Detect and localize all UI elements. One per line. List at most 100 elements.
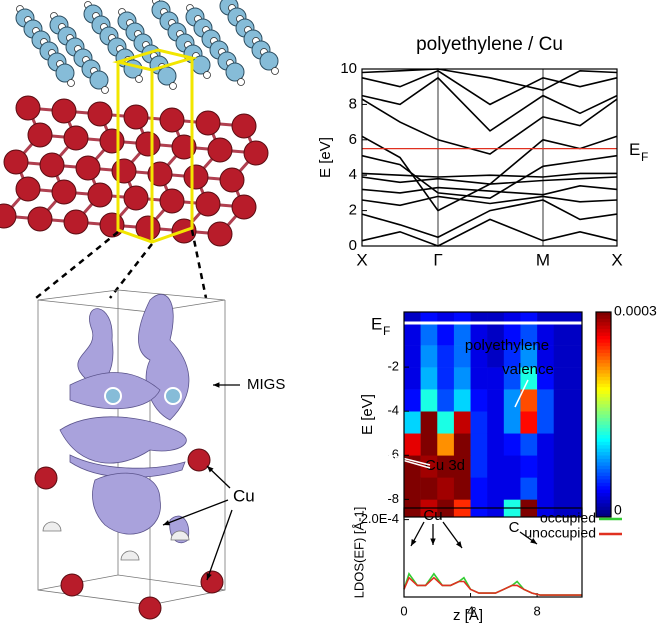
cu-atom: [231, 194, 257, 220]
heatmap-cell: [553, 411, 583, 434]
arrow-head: [163, 520, 170, 526]
heatmap-cell: [553, 367, 583, 390]
migs-isosurface: [59, 416, 187, 464]
heatmap-cell: [404, 389, 421, 412]
heatmap-cell: [404, 455, 421, 478]
heatmap-cell: [537, 312, 555, 324]
colorbar-step: [596, 510, 611, 514]
x-tick-label: X: [356, 250, 367, 269]
heatmap-cell: [553, 323, 583, 346]
heatmap-cell: [537, 411, 555, 434]
cu-atom: [63, 125, 89, 151]
heatmap-cell: [437, 477, 455, 500]
heatmap-cell: [453, 323, 471, 346]
projection-line: [109, 243, 153, 299]
heatmap-cell: [437, 389, 455, 412]
y-tick-label: -6: [387, 447, 399, 462]
h-atom: [135, 75, 143, 83]
series-line: [361, 98, 618, 155]
series-line: [361, 172, 617, 178]
colorbar-step: [596, 387, 611, 391]
heatmap-cell: [487, 367, 505, 390]
migs-label: MIGS: [247, 376, 285, 393]
cu-atom: [187, 448, 211, 472]
heatmap-cell: [453, 367, 471, 390]
heatmap-cell: [487, 345, 505, 368]
colorbar-step: [596, 397, 611, 402]
colorbar-step: [596, 400, 611, 405]
series-line: [361, 184, 618, 196]
colorbar-step: [596, 493, 611, 497]
migs-isosurface: [92, 472, 161, 535]
cu-atom: [138, 596, 162, 620]
chart-title: polyethylene / Cu: [416, 34, 563, 55]
y-axis-label: E [eV]: [359, 394, 376, 435]
heatmap-cell: [453, 455, 471, 478]
series-line: [361, 195, 618, 207]
cu-atom: [0, 203, 17, 229]
h-atom: [101, 86, 109, 94]
heatmap-cell: [470, 312, 488, 324]
heatmap-cell: [553, 389, 583, 412]
heatmap-cell: [537, 323, 555, 346]
migs-isosurface: [77, 308, 114, 384]
cu-atom: [207, 221, 233, 247]
colorbar-step: [596, 335, 611, 340]
y-tick-label: 6: [349, 131, 357, 148]
heatmap-cell: [537, 477, 555, 500]
cu-atom: [147, 161, 173, 187]
heatmap-cell: [470, 389, 488, 412]
heatmap-cell: [520, 312, 538, 324]
projection-line: [190, 229, 208, 299]
colorbar-step: [596, 489, 611, 494]
heatmap-cell: [437, 345, 455, 368]
x-tick-label: 0: [400, 603, 407, 618]
cu-atom: [51, 179, 77, 205]
heatmap-cell: [420, 455, 438, 478]
cu-atom: [3, 149, 29, 175]
heatmap-cell: [404, 323, 421, 346]
c-atom: [89, 70, 109, 90]
cu-atom: [123, 104, 149, 130]
heatmap-cell: [470, 411, 488, 434]
series-line: [361, 68, 618, 92]
cu-cap: [170, 530, 190, 541]
structure-illustration: [0, 0, 538, 620]
colorbar-step: [596, 376, 611, 381]
annotation: Cu: [423, 507, 442, 524]
heatmap-cell: [404, 367, 421, 390]
heatmap-cell: [437, 312, 455, 324]
heatmap-cell: [470, 477, 488, 500]
heatmap-cell: [520, 345, 538, 368]
heatmap-cell: [487, 433, 505, 456]
colorbar-step: [596, 404, 611, 409]
c-atom: [259, 51, 279, 71]
annotation: valence: [502, 361, 554, 378]
series-line: [361, 218, 618, 247]
colorbar-step: [596, 342, 611, 347]
arrow-head: [206, 573, 212, 580]
heatmap-cell: [470, 345, 488, 368]
heatmap-cell: [453, 345, 471, 368]
colorbar-step: [596, 322, 611, 327]
annotation: C: [509, 519, 520, 536]
colorbar-step: [596, 458, 611, 463]
colorbar-step: [596, 383, 611, 388]
fermi-label: E: [629, 140, 640, 159]
colorbar-step: [596, 325, 611, 330]
colorbar-step: [596, 486, 611, 491]
y-tick-label: 4: [349, 166, 357, 183]
heatmap-cell: [470, 455, 488, 478]
colorbar-step: [596, 417, 611, 422]
h-atom: [203, 71, 211, 79]
colorbar-step: [596, 441, 611, 446]
cu-atom: [87, 101, 113, 127]
colorbar-tick-label: 0.0003: [614, 303, 657, 319]
heatmap-cell: [520, 367, 538, 390]
heatmap-cell: [503, 411, 521, 434]
cu-atom: [27, 206, 53, 232]
heatmap-cell: [453, 433, 471, 456]
colorbar-step: [596, 373, 611, 378]
heatmap-cell: [437, 455, 455, 478]
colorbar-step: [596, 346, 611, 350]
